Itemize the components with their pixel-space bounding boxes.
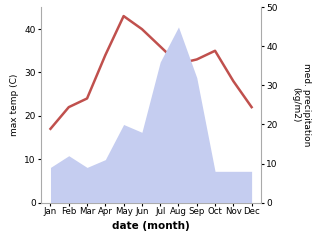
Y-axis label: max temp (C): max temp (C): [10, 74, 19, 136]
Y-axis label: med. precipitation
(kg/m2): med. precipitation (kg/m2): [292, 63, 311, 147]
X-axis label: date (month): date (month): [112, 221, 190, 231]
